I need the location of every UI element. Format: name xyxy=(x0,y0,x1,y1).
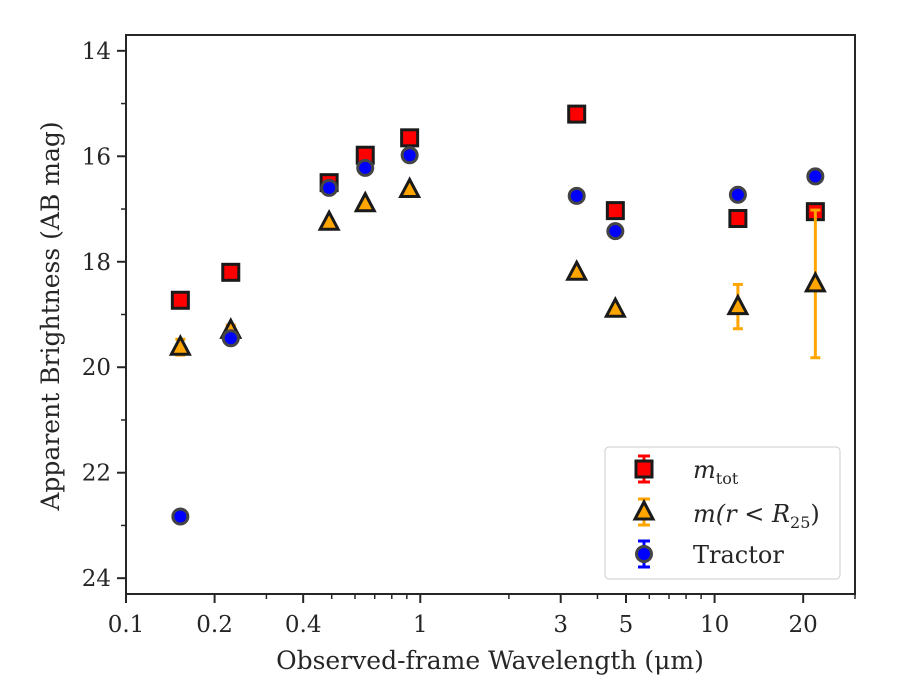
data-point-circle xyxy=(806,167,825,186)
data-point-circle xyxy=(606,222,625,241)
data-point-circle xyxy=(320,178,339,197)
x-axis-label: Observed-frame Wavelength (μm) xyxy=(276,646,704,675)
legend-marker-circle xyxy=(635,545,653,563)
data-point-triangle xyxy=(317,209,341,231)
series-mtot xyxy=(170,104,825,310)
y-tick-label: 14 xyxy=(82,39,111,65)
x-tick-label: 3 xyxy=(553,612,568,638)
data-point-square xyxy=(221,262,241,282)
y-tick-label: 20 xyxy=(82,355,111,381)
series-m-r25 xyxy=(168,176,827,360)
y-tick-label: 18 xyxy=(82,250,111,276)
data-point-square xyxy=(605,201,625,221)
legend-label-tractor: Tractor xyxy=(693,541,784,569)
legend-label-mtot: mtot xyxy=(693,456,739,488)
data-point-square xyxy=(170,290,190,310)
data-point-square xyxy=(567,104,587,124)
x-tick-label: 20 xyxy=(789,612,818,638)
legend-box xyxy=(604,446,841,580)
data-point-circle xyxy=(728,185,747,204)
data-point-square xyxy=(728,209,748,229)
y-tick-label: 24 xyxy=(82,566,111,592)
legend: mtot m(r < R25) Tractor xyxy=(604,446,841,580)
series-tractor xyxy=(171,146,825,526)
y-tick-label: 22 xyxy=(82,461,111,487)
legend-markers xyxy=(632,454,656,569)
y-axis-label: Apparent Brightness (AB mag) xyxy=(36,121,65,511)
data-point-triangle xyxy=(803,270,827,293)
x-tick-label: 10 xyxy=(700,612,729,638)
legend-marker-triangle xyxy=(632,498,656,521)
y-tick-label: 16 xyxy=(82,144,111,170)
data-point-square xyxy=(400,128,420,148)
data-point-circle xyxy=(567,186,586,205)
data-point-triangle xyxy=(168,333,192,356)
x-tick-label: 0.1 xyxy=(108,612,145,638)
legend-label-m-r25: m(r < R25) xyxy=(693,500,820,532)
data-point-triangle xyxy=(603,296,627,318)
data-point-triangle xyxy=(565,259,589,281)
data-marks xyxy=(168,104,827,526)
data-point-circle xyxy=(171,507,190,526)
x-tick-label: 0.4 xyxy=(285,612,322,638)
data-point-circle xyxy=(400,146,419,165)
data-point-triangle xyxy=(398,176,422,199)
data-point-triangle xyxy=(726,293,750,316)
x-tick-label: 0.2 xyxy=(196,612,233,638)
x-tick-label: 1 xyxy=(413,612,428,638)
legend-marker-square xyxy=(634,459,654,479)
axes: 14 16 18 20 22 24 0.1 0.2 0.4 1 3 5 10 20 xyxy=(82,39,856,638)
data-point-triangle xyxy=(353,190,377,213)
data-point-circle xyxy=(221,329,240,348)
data-point-circle xyxy=(356,158,375,177)
x-tick-label: 5 xyxy=(619,612,634,638)
